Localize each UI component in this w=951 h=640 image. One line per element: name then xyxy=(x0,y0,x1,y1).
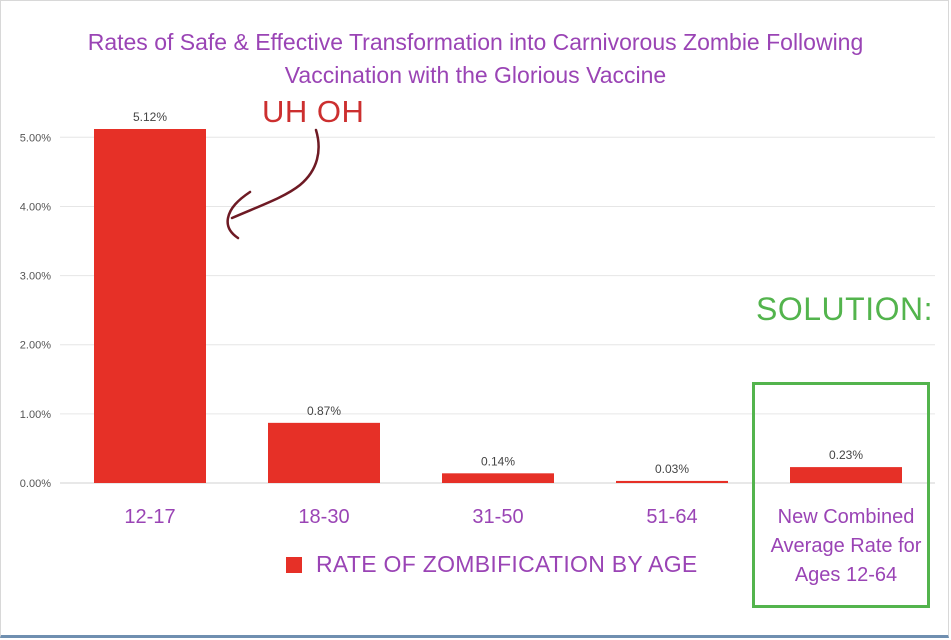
x-category-label: 18-30 xyxy=(298,506,349,528)
x-category-label: 31-50 xyxy=(472,506,523,528)
x-axis-category-labels: 12-17 18-30 31-50 51-64 New Combined Average … xyxy=(124,506,921,586)
x-category-label-line: 31-50 xyxy=(472,506,523,528)
y-tick-label: 3.00% xyxy=(20,271,51,283)
chart-title-line-2: Vaccination with the Glorious Vaccine xyxy=(284,62,667,88)
x-category-label-line: Average Rate for xyxy=(771,535,922,557)
legend-swatch xyxy=(286,556,302,573)
chart-title: Rates of Safe & Effective Transformation… xyxy=(20,26,931,92)
bar xyxy=(442,473,554,483)
y-tick-label: 4.00% xyxy=(20,201,51,213)
x-category-label-line: 12-17 xyxy=(124,506,175,528)
hand-drawn-arrow xyxy=(226,128,320,240)
x-category-label: 12-17 xyxy=(124,506,175,528)
uh-oh-annotation: UH OH xyxy=(262,94,365,129)
x-category-label: New Combined Average Rate for Ages 12-64 xyxy=(771,506,922,586)
data-label: 0.14% xyxy=(481,454,515,468)
legend: RATE OF ZOMBIFICATION BY AGE xyxy=(286,551,698,578)
solution-annotation: SOLUTION: xyxy=(756,291,933,327)
bars xyxy=(94,129,902,483)
chart-title-line-1: Rates of Safe & Effective Transformation… xyxy=(87,29,864,55)
data-labels: 5.12% 0.87% 0.14% 0.03% 0.23% xyxy=(133,110,863,476)
data-label: 5.12% xyxy=(133,110,167,124)
x-category-label-line: 51-64 xyxy=(646,506,697,528)
x-category-label-line: Ages 12-64 xyxy=(795,564,897,586)
y-tick-label: 5.00% xyxy=(20,132,51,144)
bar xyxy=(790,467,902,483)
y-tick-label: 1.00% xyxy=(20,409,51,421)
x-category-label: 51-64 xyxy=(646,506,697,528)
y-axis-tick-labels: 0.00% 1.00% 2.00% 3.00% 4.00% 5.00% xyxy=(20,132,51,490)
bar xyxy=(268,422,380,483)
legend-label: RATE OF ZOMBIFICATION BY AGE xyxy=(316,551,698,577)
x-category-label-line: New Combined xyxy=(778,506,915,528)
data-label: 0.03% xyxy=(655,462,689,476)
solution-highlight-box xyxy=(752,382,930,608)
y-tick-label: 0.00% xyxy=(20,478,51,490)
y-tick-label: 2.00% xyxy=(20,340,51,352)
x-category-label-line: 18-30 xyxy=(298,506,349,528)
data-label: 0.23% xyxy=(829,448,863,462)
data-label: 0.87% xyxy=(307,404,341,418)
bar xyxy=(616,480,728,483)
bar xyxy=(94,129,206,483)
